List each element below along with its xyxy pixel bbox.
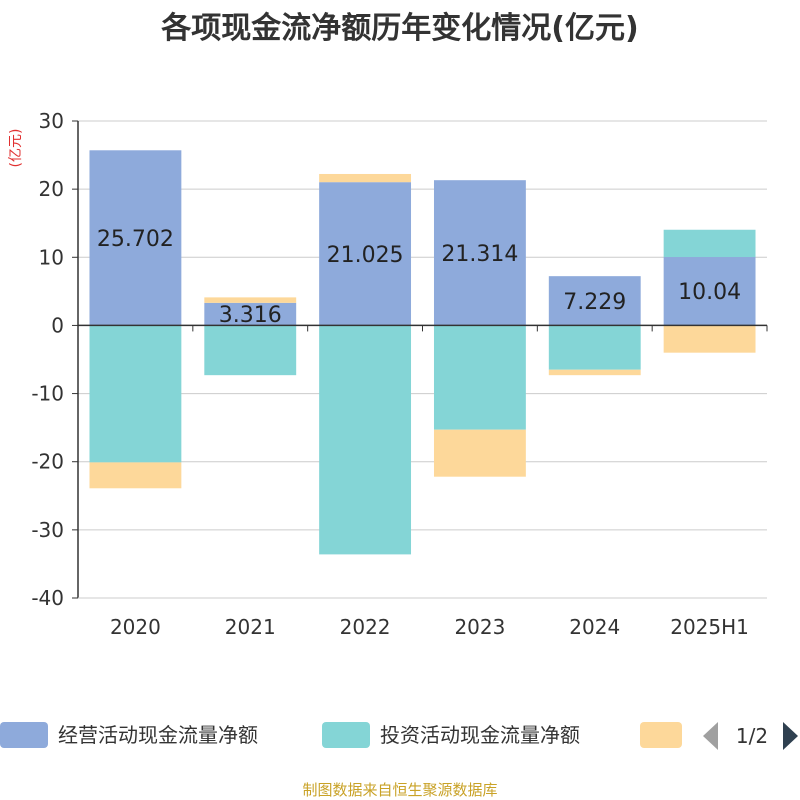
bar-series1-2022[interactable] <box>319 325 412 555</box>
x-tick-label: 2025H1 <box>670 615 749 639</box>
data-labels: 25.702 3.316 21.025 21.314 7.229 10.04 <box>97 227 741 328</box>
triangle-right-icon[interactable] <box>783 722 798 750</box>
y-tick-label: -20 <box>31 450 64 474</box>
bars <box>89 150 756 555</box>
x-tick-label: 2020 <box>110 615 161 639</box>
legend-pager: 1/2 <box>736 724 768 748</box>
bar-series1-2023[interactable] <box>433 325 526 430</box>
legend-swatch-investing[interactable] <box>322 722 370 748</box>
bar-series2-2024[interactable] <box>548 369 641 376</box>
axes: 30 20 10 0 -10 -20 -30 -40 2020 2021 2022 2023 2024 2… <box>31 109 768 639</box>
chart-title: 各项现金流净额历年变化情况(亿元) <box>160 11 638 46</box>
legend: 经营活动现金流量净额 投资活动现金流量净额 1/2 <box>0 722 798 750</box>
y-tick-label: -30 <box>31 518 64 542</box>
x-tick-label: 2022 <box>340 615 391 639</box>
bar-series2-2021[interactable] <box>204 297 297 303</box>
bar-series0-2024[interactable] <box>548 276 641 326</box>
legend-swatch-financing[interactable] <box>640 722 682 748</box>
y-tick-label: 10 <box>39 245 64 269</box>
bar-series2-2023[interactable] <box>433 429 526 477</box>
y-tick-label: 0 <box>51 313 64 337</box>
x-tick-label: 2023 <box>454 615 505 639</box>
data-label: 25.702 <box>97 227 174 252</box>
y-tick-label: 30 <box>39 109 64 133</box>
bar-series0-2025H1[interactable] <box>663 257 756 326</box>
legend-label-investing[interactable]: 投资活动现金流量净额 <box>380 723 580 747</box>
data-label: 21.025 <box>327 243 404 268</box>
bar-series2-2020[interactable] <box>89 462 182 489</box>
data-label: 10.04 <box>678 280 741 305</box>
y-tick-label: -10 <box>31 382 64 406</box>
y-tick-label: 20 <box>39 177 64 201</box>
bar-series1-2024[interactable] <box>548 325 641 370</box>
data-label: 3.316 <box>219 303 282 328</box>
data-label: 7.229 <box>563 290 626 315</box>
bar-series0-2023[interactable] <box>433 180 526 326</box>
legend-swatch-operating[interactable] <box>0 722 48 748</box>
data-label: 21.314 <box>441 242 518 267</box>
y-tick-label: -40 <box>31 586 64 610</box>
x-tick-label: 2024 <box>569 615 620 639</box>
source-note: 制图数据来自恒生聚源数据库 <box>302 781 497 799</box>
bar-series0-2022[interactable] <box>319 182 412 326</box>
bar-series1-2021[interactable] <box>204 325 297 376</box>
bar-series0-2021[interactable] <box>204 302 297 326</box>
y-axis-unit: (亿元) <box>8 129 24 168</box>
bar-series2-2025H1[interactable] <box>663 325 756 353</box>
bar-series1-2025H1[interactable] <box>663 229 756 258</box>
bar-series2-2022[interactable] <box>319 173 412 183</box>
x-tick-label: 2021 <box>225 615 276 639</box>
triangle-left-icon[interactable] <box>703 722 718 750</box>
bar-series1-2020[interactable] <box>89 325 182 463</box>
legend-label-operating[interactable]: 经营活动现金流量净额 <box>58 723 258 747</box>
bar-series0-2020[interactable] <box>89 150 182 326</box>
